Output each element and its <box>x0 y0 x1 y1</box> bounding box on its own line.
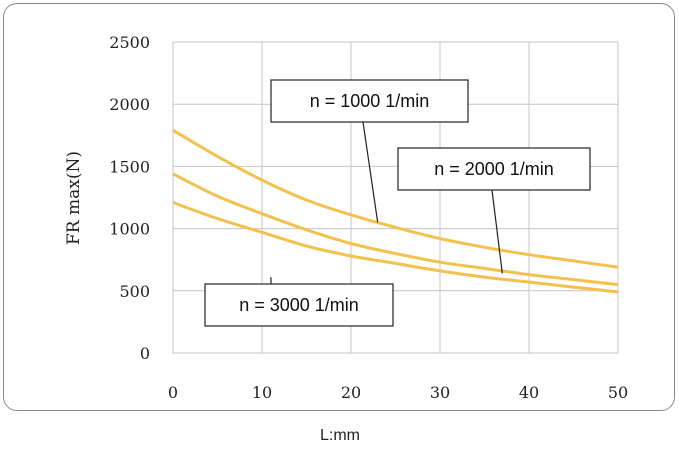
annotation-box-1 <box>270 79 469 123</box>
series-line-1 <box>172 129 619 269</box>
y-tick-label-1000: 1000 <box>109 220 150 239</box>
y-axis-label: FR max(N) <box>64 151 84 245</box>
y-tick-label-0: 0 <box>140 344 150 363</box>
y-tick-label-1500: 1500 <box>109 157 150 176</box>
annotation-label-3: n = 3000 1/min <box>239 295 359 315</box>
x-tick-label-30: 30 <box>430 383 450 402</box>
chart-frame <box>3 3 675 411</box>
annotation-box-2 <box>397 147 591 191</box>
annotation-box-3 <box>204 283 394 327</box>
y-tick-label-2500: 2500 <box>109 33 150 52</box>
annotation-leader-1 <box>362 121 379 223</box>
x-tick-label-20: 20 <box>341 383 361 402</box>
annotation-label-2: n = 2000 1/min <box>434 159 554 179</box>
series-line-2 <box>172 172 619 287</box>
x-tick-label-40: 40 <box>519 383 539 402</box>
x-axis-label: L:mm <box>320 427 360 444</box>
x-tick-label-10: 10 <box>252 383 272 402</box>
series-line-3 <box>172 201 619 294</box>
x-tick-label-0: 0 <box>168 383 178 402</box>
x-tick-label-50: 50 <box>608 383 628 402</box>
y-tick-label-2000: 2000 <box>109 95 150 114</box>
annotation-label-1: n = 1000 1/min <box>310 91 430 111</box>
y-tick-label-500: 500 <box>119 282 150 301</box>
annotation-leader-2 <box>491 189 503 274</box>
